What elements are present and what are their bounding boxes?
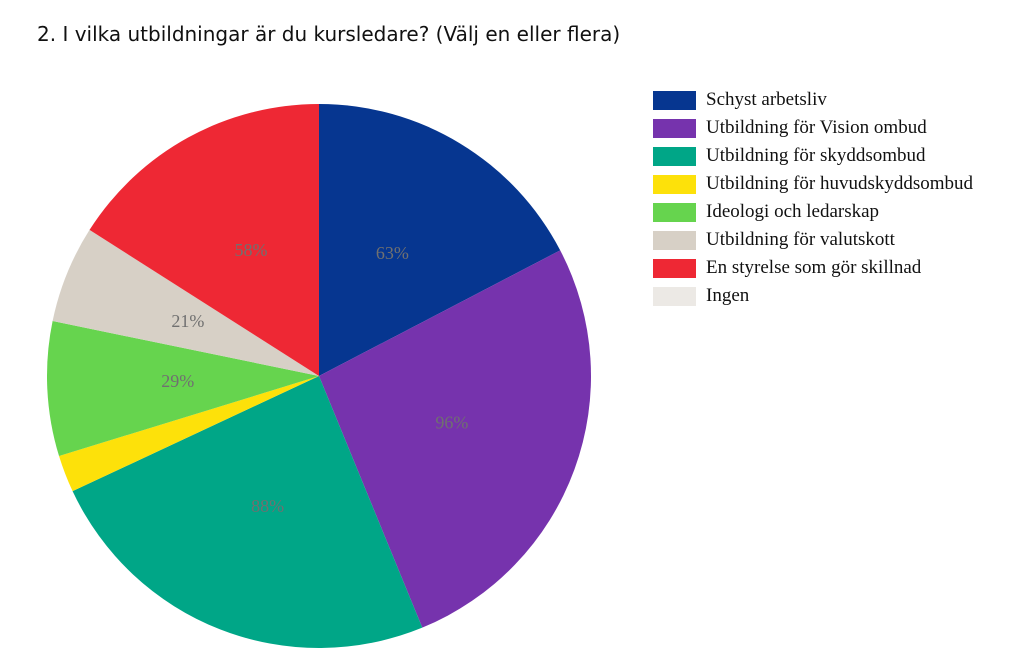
pie-slice-4: [47, 321, 319, 457]
legend-swatch: [653, 230, 696, 250]
legend-item-3: Utbildning för huvudskyddsombud: [653, 170, 973, 198]
pie-slice-2: [72, 376, 423, 648]
legend-item-0: Schyst arbetsliv: [653, 86, 973, 114]
legend-label: Utbildning för Vision ombud: [706, 117, 927, 138]
legend-label: Utbildning för valutskott: [706, 229, 895, 250]
pie-slice-0: [319, 104, 561, 376]
legend-label: Ideologi och ledarskap: [706, 201, 880, 222]
slice-value-label-5: 21%: [171, 311, 204, 331]
slice-value-label-0: 63%: [376, 243, 409, 263]
slice-value-label-1: 96%: [435, 413, 468, 433]
pie-slice-5: [52, 229, 319, 376]
pie-slice-1: [319, 250, 591, 628]
legend-swatch: [653, 258, 696, 278]
slice-value-label-4: 29%: [161, 371, 194, 391]
legend-swatch: [653, 174, 696, 194]
legend-label: En styrelse som gör skillnad: [706, 257, 922, 278]
legend-label: Utbildning för huvudskyddsombud: [706, 173, 974, 194]
pie-slice-6: [89, 104, 320, 376]
legend-item-2: Utbildning för skyddsombud: [653, 142, 973, 170]
legend-label: Schyst arbetsliv: [706, 89, 827, 110]
pie-slice-3: [59, 376, 320, 492]
legend-swatch: [653, 146, 696, 166]
legend-swatch: [653, 202, 696, 222]
chart-legend: Schyst arbetsliv Utbildning för Vision om…: [653, 86, 973, 310]
legend-item-5: Utbildning för valutskott: [653, 226, 973, 254]
legend-label: Utbildning för skyddsombud: [706, 145, 926, 166]
legend-label: Ingen: [706, 285, 750, 306]
legend-item-7: Ingen: [653, 282, 973, 310]
legend-item-1: Utbildning för Vision ombud: [653, 114, 973, 142]
legend-swatch: [653, 118, 696, 138]
slice-value-label-2: 88%: [251, 496, 284, 516]
chart-title: 2. I vilka utbildningar är du kursledare…: [37, 22, 621, 46]
legend-swatch: [653, 286, 696, 306]
legend-item-4: Ideologi och ledarskap: [653, 198, 973, 226]
legend-item-6: En styrelse som gör skillnad: [653, 254, 973, 282]
slice-value-label-6: 58%: [234, 240, 267, 260]
legend-swatch: [653, 90, 696, 110]
